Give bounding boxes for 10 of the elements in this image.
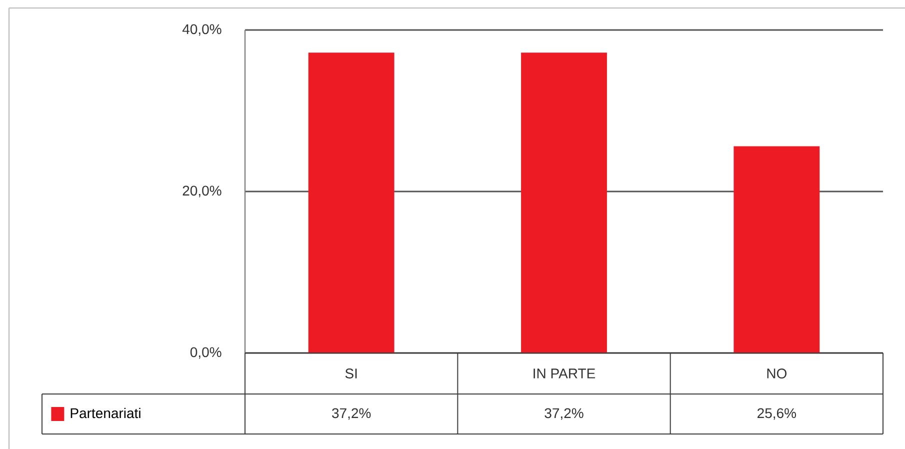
x-tick-label: IN PARTE bbox=[534, 368, 596, 378]
x-tick-label: SI bbox=[345, 368, 357, 378]
legend-label: Partenariati bbox=[70, 408, 140, 418]
y-tick-label: 0,0% bbox=[190, 347, 222, 359]
y-tick-label: 40,0% bbox=[182, 24, 222, 36]
data-label: 37,2% bbox=[544, 408, 584, 420]
data-label: 25,6% bbox=[758, 408, 796, 420]
data-label: 37,2% bbox=[332, 408, 371, 420]
x-tick-label: NO bbox=[767, 368, 786, 378]
y-tick-label: 20,0% bbox=[182, 186, 222, 198]
